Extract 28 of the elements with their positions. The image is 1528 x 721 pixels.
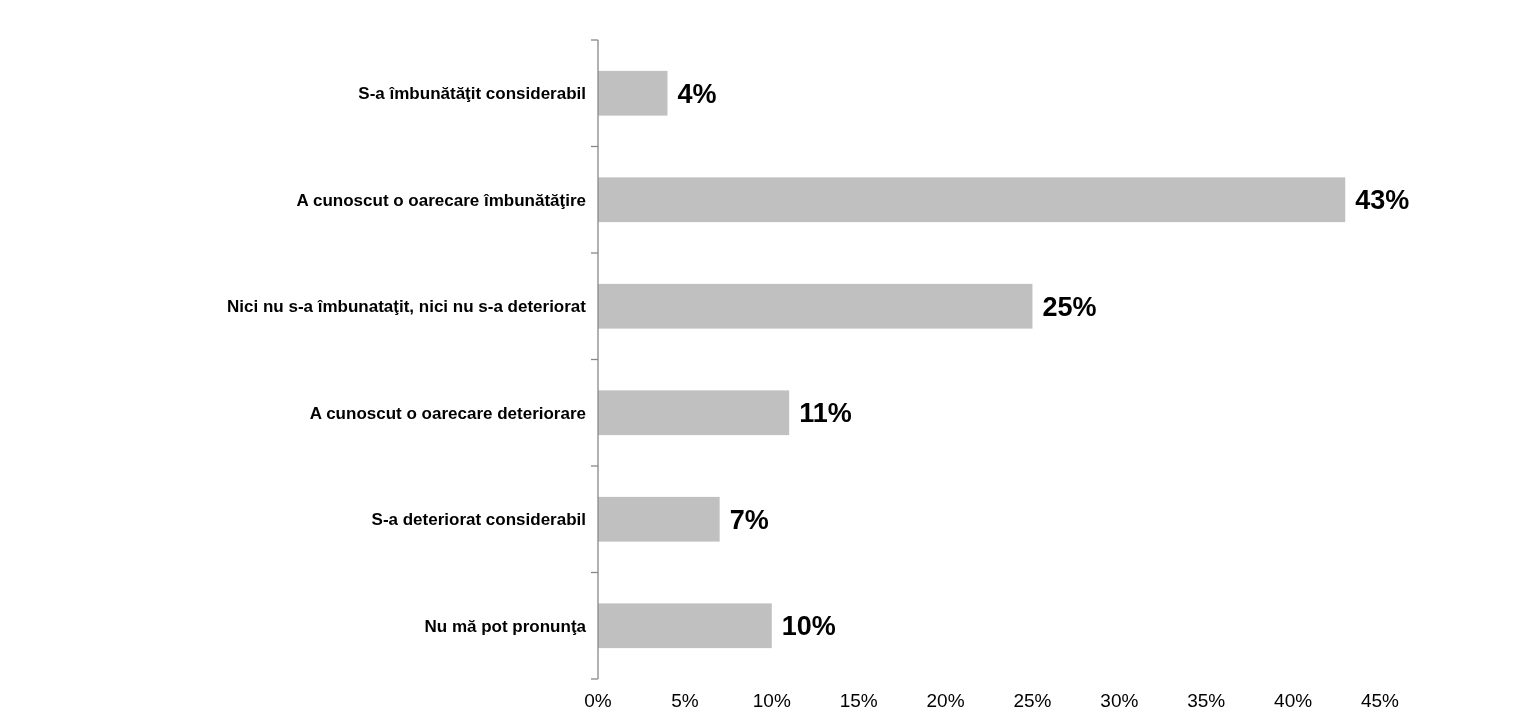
x-tick-label: 45%	[1360, 690, 1400, 711]
data-label: 11%	[799, 398, 852, 429]
bar	[598, 177, 1346, 223]
x-tick-label: 15%	[839, 690, 878, 711]
bar	[598, 283, 1033, 329]
data-label: 25%	[1042, 291, 1097, 322]
x-tick-label: 0%	[584, 690, 612, 711]
x-tick-label: 30%	[1100, 690, 1139, 711]
data-label: 43%	[1355, 185, 1410, 216]
bar	[598, 496, 720, 542]
x-tick-label: 10%	[752, 690, 791, 711]
y-tick-label: A cunoscut o oarecare deteriorare	[309, 403, 586, 423]
data-label: 4%	[677, 78, 717, 109]
y-tick-label: Nici nu s-a îmbunataţit, nici nu s-a deteriorat	[227, 297, 587, 317]
data-label: 7%	[729, 504, 769, 535]
data-label: 10%	[781, 611, 836, 642]
x-tick-label: 20%	[926, 690, 965, 711]
bar	[598, 390, 790, 436]
y-tick-label: S-a deteriorat considerabil	[371, 510, 586, 530]
y-tick-label: Nu mă pot pronunţa	[424, 616, 587, 636]
y-tick-label: A cunoscut o oarecare îmbunătăţire	[296, 190, 586, 210]
bar	[598, 603, 772, 649]
x-tick-label: 35%	[1187, 690, 1226, 711]
x-tick-label: 40%	[1274, 690, 1313, 711]
x-tick-label: 5%	[671, 690, 699, 711]
x-tick-label: 25%	[1013, 690, 1052, 711]
bar	[598, 70, 668, 116]
y-tick-label: S-a îmbunătăţit considerabil	[358, 84, 586, 104]
